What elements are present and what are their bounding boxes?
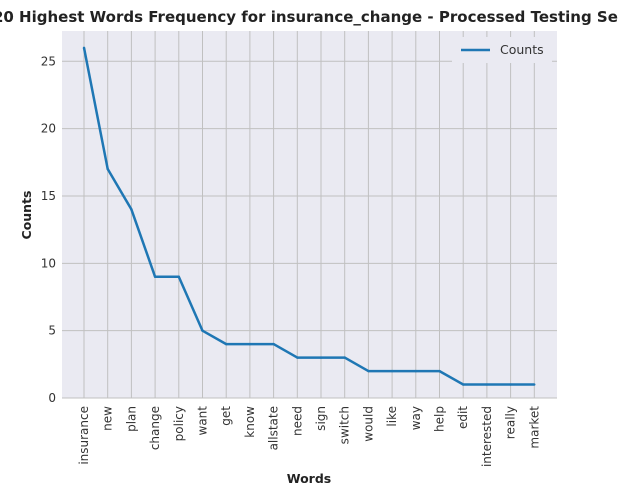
x-tick-label: policy xyxy=(172,406,186,441)
data-point xyxy=(319,356,323,359)
x-tick-label: switch xyxy=(338,406,352,444)
x-tick-label: would xyxy=(361,406,375,442)
x-tick-label: way xyxy=(409,406,423,430)
data-point xyxy=(201,329,204,332)
legend-label: Counts xyxy=(500,42,544,57)
x-axis-label: Words xyxy=(287,471,331,486)
data-point xyxy=(225,342,228,346)
y-axis-ticks: 0 5 10 15 20 25 xyxy=(41,54,56,405)
data-point xyxy=(153,275,157,278)
x-tick-label: really xyxy=(504,406,518,439)
data-point xyxy=(390,369,394,373)
x-tick-label: insurance xyxy=(77,406,91,465)
data-point xyxy=(533,383,536,386)
x-tick-label: change xyxy=(148,406,162,450)
plot-area xyxy=(62,31,557,398)
data-point xyxy=(272,342,275,346)
y-tick-label: 10 xyxy=(41,256,56,270)
data-point xyxy=(177,275,180,278)
x-tick-label: want xyxy=(196,406,210,436)
y-tick-label: 15 xyxy=(41,189,56,203)
x-tick-label: need xyxy=(290,406,304,436)
series-line-counts xyxy=(82,47,535,386)
y-axis-label: Counts xyxy=(19,191,34,240)
data-point xyxy=(296,356,299,359)
x-tick-label: get xyxy=(219,406,233,426)
x-tick-label: market xyxy=(527,406,541,449)
data-point xyxy=(343,356,346,359)
data-point xyxy=(509,383,512,386)
x-axis-ticks: insurance new plan change policy want get know a… xyxy=(77,406,541,467)
series-group xyxy=(82,46,536,386)
x-tick-label: interested xyxy=(480,406,494,467)
data-point xyxy=(130,208,133,211)
data-point xyxy=(414,369,417,373)
chart-title: 20 Highest Words Frequency for insurance… xyxy=(0,8,618,26)
x-tick-label: allstate xyxy=(267,406,281,450)
y-tick-label: 20 xyxy=(41,122,56,136)
data-point xyxy=(248,342,252,346)
x-tick-label: sign xyxy=(314,406,328,431)
grid xyxy=(62,31,557,399)
x-tick-label: help xyxy=(433,406,447,432)
x-tick-label: plan xyxy=(124,406,138,432)
x-tick-label: edit xyxy=(456,406,470,429)
y-tick-label: 25 xyxy=(41,54,56,68)
data-point xyxy=(462,383,465,386)
x-tick-label: like xyxy=(385,406,399,427)
legend: Counts xyxy=(452,37,552,63)
data-point xyxy=(438,369,441,373)
y-tick-label: 0 xyxy=(48,391,56,405)
data-point xyxy=(367,369,370,373)
y-tick-label: 5 xyxy=(48,324,56,338)
x-tick-label: new xyxy=(101,406,115,431)
data-point xyxy=(106,167,109,171)
data-point xyxy=(82,46,86,50)
data-point xyxy=(485,383,489,386)
x-tick-label: know xyxy=(243,406,257,438)
